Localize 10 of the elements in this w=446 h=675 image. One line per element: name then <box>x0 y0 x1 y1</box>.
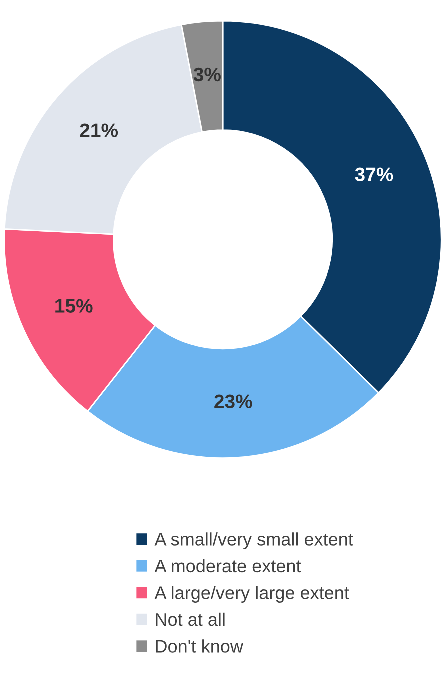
data-label: 21% <box>80 124 118 138</box>
legend-label: A moderate extent <box>154 559 302 573</box>
data-label: 23% <box>214 394 252 409</box>
data-label: 37% <box>355 168 394 182</box>
data-label: 3% <box>194 68 221 82</box>
data-label: 15% <box>56 299 93 313</box>
legend-label: Not at all <box>156 612 225 626</box>
legend-label: A small/very small extent <box>154 532 354 550</box>
legend-label: Don't know <box>156 640 244 653</box>
legend-label: A large/very large extent <box>154 586 350 603</box>
